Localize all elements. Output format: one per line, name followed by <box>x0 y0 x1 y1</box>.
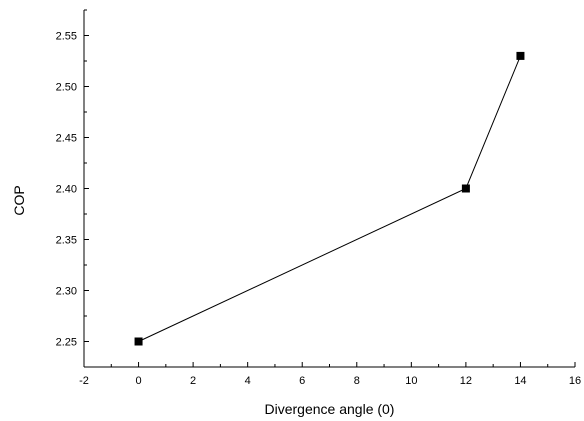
axes <box>83 10 575 368</box>
x-tick-label: 14 <box>514 375 526 387</box>
data-series <box>134 51 525 346</box>
x-tick-label: 4 <box>245 375 251 387</box>
y-tick-label: 2.45 <box>56 133 77 145</box>
x-tick-label: 2 <box>190 375 196 387</box>
y-axis-title: COP <box>11 185 27 215</box>
x-tick-label: 0 <box>135 375 141 387</box>
x-tick-label: 16 <box>569 375 581 387</box>
y-tick-label: 2.25 <box>56 337 77 349</box>
data-point-marker <box>516 51 525 60</box>
y-axis-ticks: 2.25 2.30 2.35 2.40 2.45 2.50 2.55 <box>56 9 89 368</box>
y-tick-label: 2.40 <box>56 184 77 196</box>
data-point-marker <box>461 184 470 193</box>
y-tick-label: 2.30 <box>56 286 77 298</box>
x-tick-label: 6 <box>299 375 305 387</box>
series-line <box>138 55 521 342</box>
y-tick-label: 2.35 <box>56 235 77 247</box>
x-axis-title: Divergence angle (0) <box>265 401 395 417</box>
y-tick-label: 2.55 <box>56 31 77 43</box>
y-tick-label: 2.50 <box>56 82 77 94</box>
data-point-marker <box>134 337 143 346</box>
x-tick-label: 10 <box>405 375 417 387</box>
x-tick-label: 8 <box>354 375 360 387</box>
x-tick-label: 12 <box>460 375 472 387</box>
x-axis-ticks: -2 0 2 4 6 8 10 12 14 16 <box>79 362 581 387</box>
x-tick-label: -2 <box>79 375 89 387</box>
